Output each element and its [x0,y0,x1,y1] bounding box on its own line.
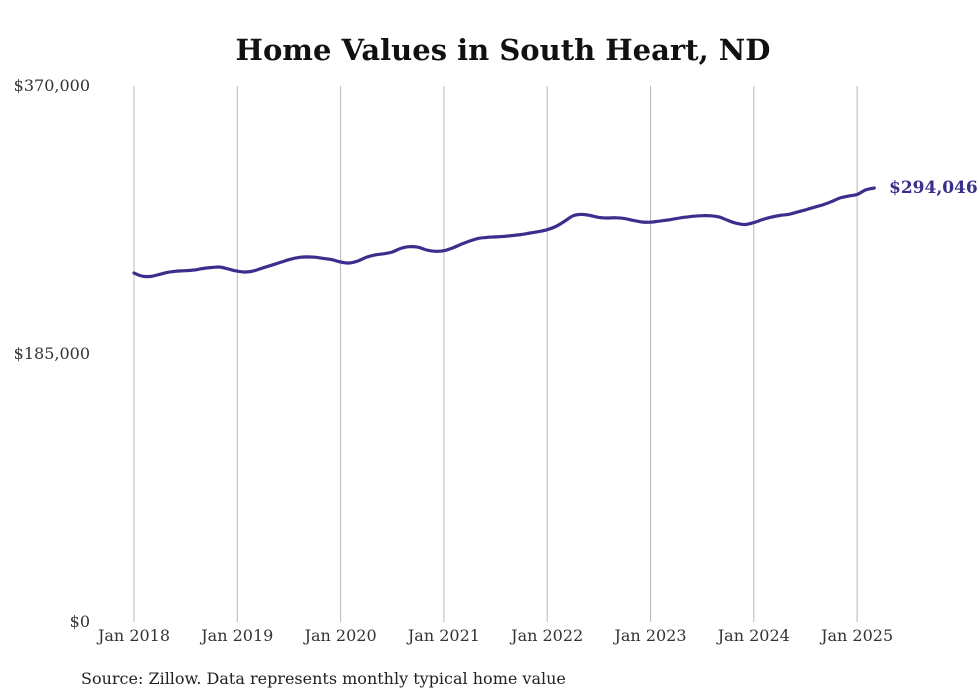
series-layer [132,186,876,279]
y-axis-ticks: $0 $185,000 $370,000 [14,76,90,631]
source-note: Source: Zillow. Data represents monthly … [81,669,566,688]
gridlines [133,86,858,622]
y-tick-label: $185,000 [14,344,90,363]
x-tick-label: Jan 2019 [199,626,273,645]
end-value-label: $294,046 [889,178,978,198]
y-tick-label: $0 [70,612,90,631]
chart-title: Home Values in South Heart, ND [236,33,771,67]
x-tick-label: Jan 2022 [509,626,583,645]
x-tick-label: Jan 2021 [406,626,480,645]
x-tick-label: Jan 2023 [612,626,686,645]
x-tick-label: Jan 2020 [303,626,377,645]
x-axis-ticks: Jan 2018 Jan 2019 Jan 2020 Jan 2021 Jan 2022… [96,626,893,645]
x-tick-label: Jan 2024 [716,626,790,645]
x-tick-label: Jan 2025 [819,626,893,645]
series-line [132,186,876,279]
x-tick-label: Jan 2018 [96,626,170,645]
y-tick-label: $370,000 [14,76,90,95]
